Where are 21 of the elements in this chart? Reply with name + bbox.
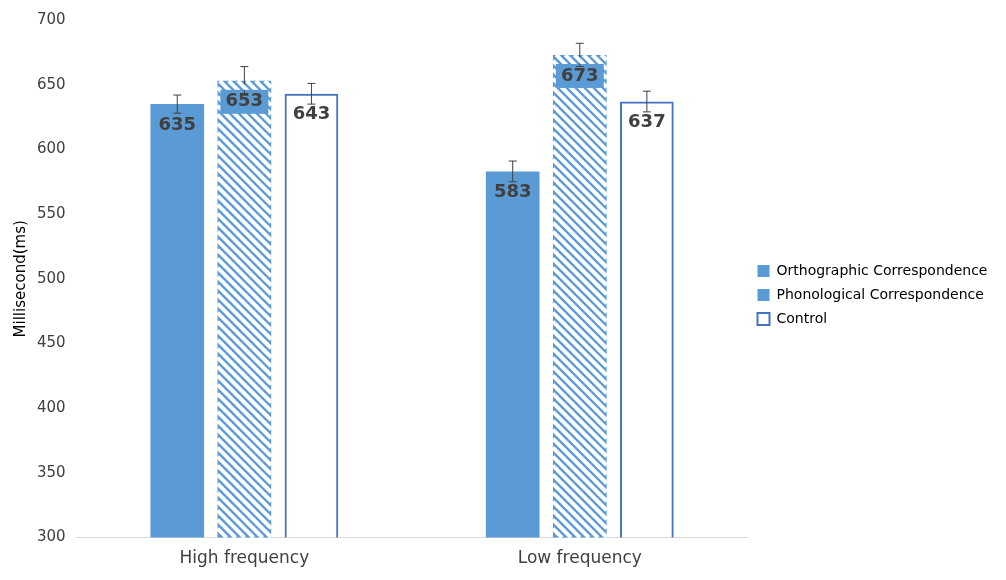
data-label: 643 (292, 102, 331, 124)
y-tick-label: 650 (36, 74, 66, 93)
data-label: 673 (560, 63, 599, 85)
y-axis-title: Millisecond(ms) (10, 220, 29, 338)
data-label: 637 (628, 110, 666, 132)
y-tick-label: 500 (36, 268, 66, 287)
y-tick-label: 400 (36, 398, 66, 417)
legend-label: Control (776, 309, 828, 326)
y-tick-label: 350 (36, 462, 66, 481)
data-label: 583 (493, 180, 532, 202)
data-label: 635 (158, 112, 197, 134)
y-tick-label: 600 (36, 139, 66, 158)
x-tick-label: High frequency (179, 547, 310, 568)
y-tick-label: 550 (36, 203, 66, 222)
data-label: 653 (225, 89, 264, 111)
x-tick-label: Low frequency (517, 547, 642, 568)
y-tick-label: 300 (36, 527, 66, 546)
y-tick-label: 450 (36, 333, 66, 352)
y-tick-label: 700 (36, 9, 66, 28)
legend-label: Phonological Correspondence (776, 285, 984, 302)
legend-label: Orthographic Correspondence (776, 261, 988, 278)
